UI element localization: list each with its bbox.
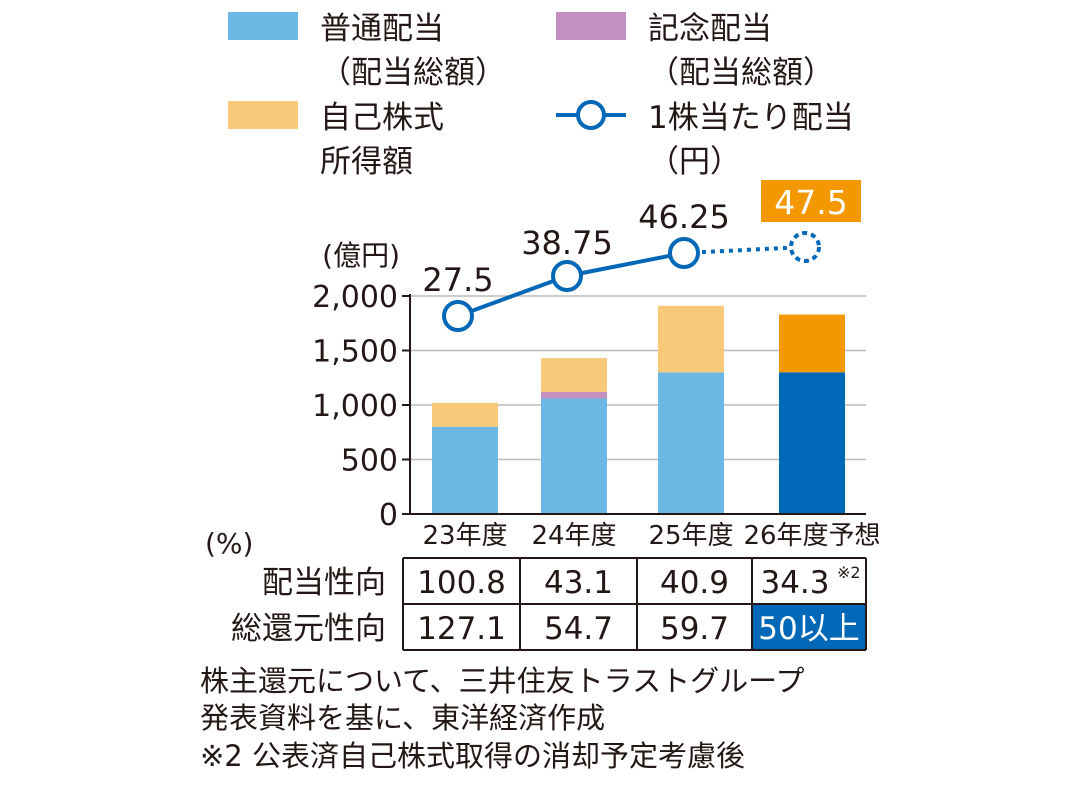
dps-line-segment — [457, 274, 568, 318]
source-note: 株主還元について、三井住友トラストグループ — [200, 664, 805, 698]
dps-data-label: 27.5 — [422, 261, 493, 299]
table-highlight-cell — [752, 604, 866, 650]
dps-line-segment — [566, 251, 685, 278]
bar-segment — [432, 402, 498, 427]
bar-segment — [658, 305, 724, 373]
source-note: 発表資料を基に、東洋経済作成 — [200, 701, 606, 735]
legend-swatch — [228, 12, 298, 40]
bar-segment — [541, 358, 607, 392]
legend-marker — [576, 100, 606, 130]
table-cell: 100.8 — [417, 565, 506, 601]
legend-label: 記念配当 — [648, 11, 772, 47]
table-cell: 34.3 — [760, 565, 829, 601]
table-row-label: 配当性向 — [262, 565, 386, 601]
dps-marker — [789, 231, 821, 263]
dps-data-label: 38.75 — [521, 224, 613, 262]
legend-label: （配当総額） — [648, 55, 834, 91]
footnote: ※2 公表済自己株式取得の消却予定考慮後 — [200, 739, 745, 773]
x-tick-label: 23年度 — [422, 521, 507, 551]
legend-swatch — [556, 12, 626, 40]
dps-forecast-label-box — [761, 180, 861, 222]
x-tick-label: 25年度 — [648, 521, 733, 551]
table-note-mark: ※2 — [837, 563, 861, 582]
y-tick-label: 1,500 — [312, 335, 398, 370]
dps-marker — [551, 260, 583, 292]
bar-segment — [658, 372, 724, 514]
legend-label: （円） — [648, 144, 741, 180]
table-cell: 54.7 — [544, 611, 613, 647]
x-tick-label: 26年度予想 — [743, 521, 880, 551]
bar-segment — [541, 398, 607, 514]
legend-swatch — [228, 101, 298, 129]
dps-line-segment — [683, 245, 806, 255]
table-cell: 50以上 — [758, 611, 859, 647]
y-tick-label: 500 — [341, 444, 398, 479]
legend-label: 普通配当 — [320, 11, 444, 47]
y-tick-label: 1,000 — [312, 389, 398, 424]
y-axis-unit: (億円) — [322, 239, 400, 272]
table-cell: 127.1 — [417, 611, 506, 647]
table-cell: 59.7 — [660, 611, 729, 647]
bar-segment — [779, 372, 845, 514]
y-tick-label: 0 — [379, 498, 398, 533]
table-cell: 40.9 — [660, 565, 729, 601]
bar-segment — [779, 314, 845, 373]
dps-data-label: 46.25 — [638, 198, 730, 236]
table-unit: (%) — [205, 527, 253, 560]
legend-label: 1株当たり配当 — [648, 100, 854, 136]
dps-marker — [442, 300, 474, 332]
y-tick-label: 2,000 — [312, 280, 398, 315]
legend-label: 自己株式 — [320, 100, 444, 136]
table-row-label: 総還元性向 — [231, 611, 386, 647]
dps-data-label: 47.5 — [774, 183, 847, 222]
x-tick-label: 24年度 — [531, 521, 616, 551]
legend-label: 所得額 — [320, 144, 413, 180]
legend-label: （配当総額） — [320, 55, 506, 91]
bar-segment — [432, 426, 498, 514]
table-cell: 43.1 — [544, 565, 613, 601]
dps-marker — [668, 237, 700, 269]
bar-segment — [541, 391, 607, 399]
